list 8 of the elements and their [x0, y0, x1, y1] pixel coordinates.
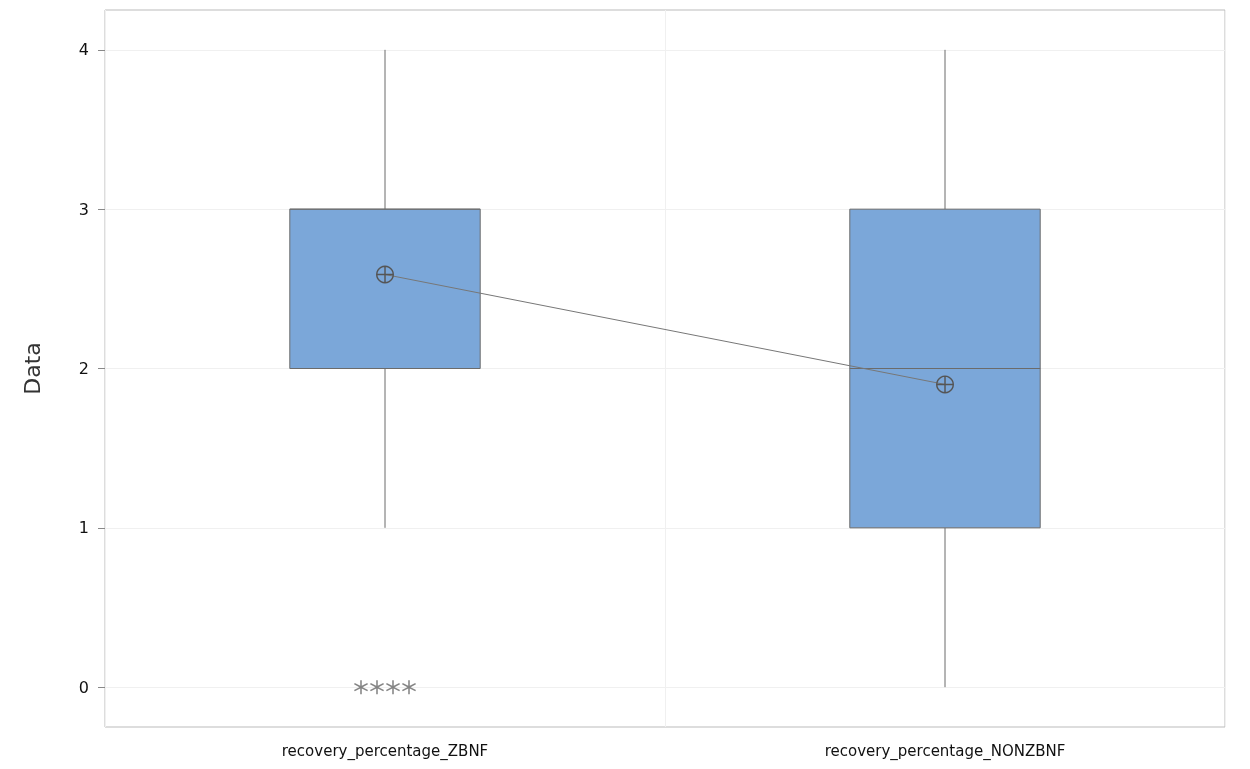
y-tick-label: 3 — [78, 199, 89, 219]
y-tick-label: 1 — [78, 518, 89, 538]
x-tick-label: recovery_percentage_ZBNF — [281, 741, 489, 761]
y-tick-label: 2 — [78, 359, 89, 378]
y-tick-label: 0 — [78, 677, 89, 697]
y-tick-label: 4 — [78, 40, 89, 60]
y-axis-title: Data — [19, 342, 45, 395]
x-tick-label: recovery_percentage_NONZBNF — [824, 741, 1066, 761]
